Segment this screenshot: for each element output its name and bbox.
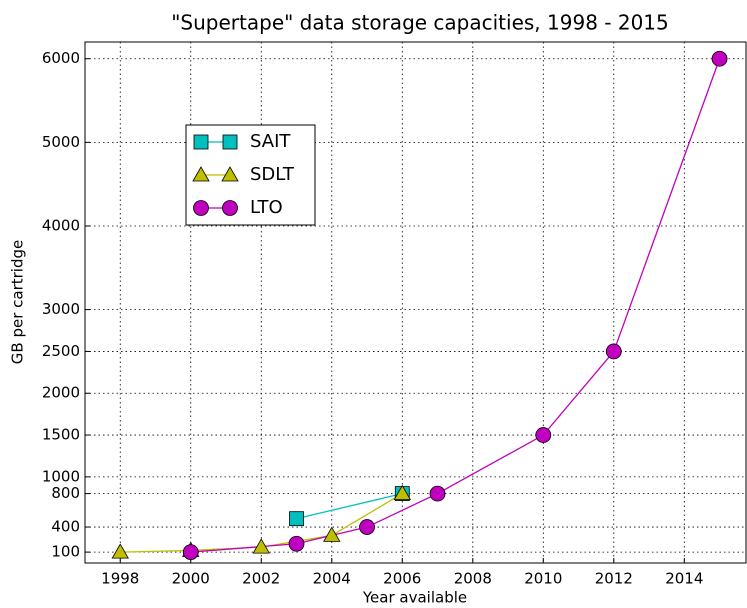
marker: [222, 200, 238, 216]
marker: [429, 485, 446, 502]
marker: [221, 166, 239, 182]
y-axis-label: GB per cartridge: [9, 240, 27, 364]
x-axis-label: Year available: [362, 589, 467, 607]
y-tick-label: 1500: [42, 426, 80, 444]
y-tick-label: 6000: [42, 49, 80, 67]
x-tick-label: 2010: [524, 570, 562, 588]
y-tick-label: 400: [51, 518, 80, 536]
marker: [393, 484, 411, 500]
marker: [193, 134, 209, 150]
y-tick-label: 5000: [42, 133, 80, 151]
legend-label: LTO: [250, 197, 283, 218]
y-tick-label: 3000: [42, 300, 80, 318]
x-tick-label: 1998: [101, 570, 139, 588]
x-tick-label: 2008: [454, 570, 492, 588]
y-tick-label: 2000: [42, 384, 80, 402]
marker: [192, 166, 210, 182]
x-tick-label: 2006: [383, 570, 421, 588]
y-tick-label: 800: [51, 484, 80, 502]
y-tick-label: 100: [51, 543, 80, 561]
legend-label: SAIT: [250, 131, 291, 152]
plot-frame: [84, 41, 747, 564]
marker: [289, 511, 304, 527]
series-line: [296, 492, 403, 520]
marker: [535, 427, 552, 443]
x-tick-label: 2000: [172, 570, 210, 588]
chart-title: "Supertape" data storage capacities, 199…: [171, 11, 669, 35]
marker: [323, 526, 341, 542]
marker: [288, 535, 305, 552]
marker: [711, 50, 728, 67]
x-tick-label: 2002: [242, 570, 280, 588]
marker: [605, 343, 622, 360]
marker: [252, 538, 270, 554]
marker: [182, 544, 199, 561]
marker: [222, 134, 238, 150]
y-tick-label: 2500: [42, 342, 80, 360]
x-tick-label: 2014: [665, 570, 703, 588]
marker: [193, 200, 209, 216]
x-tick-label: 2004: [313, 570, 351, 588]
marker: [359, 519, 375, 535]
y-tick-label: 1000: [42, 467, 80, 485]
x-tick-label: 2012: [595, 570, 633, 588]
legend-label: SDLT: [250, 164, 295, 185]
y-tick-label: 4000: [42, 216, 80, 234]
marker: [111, 543, 129, 559]
